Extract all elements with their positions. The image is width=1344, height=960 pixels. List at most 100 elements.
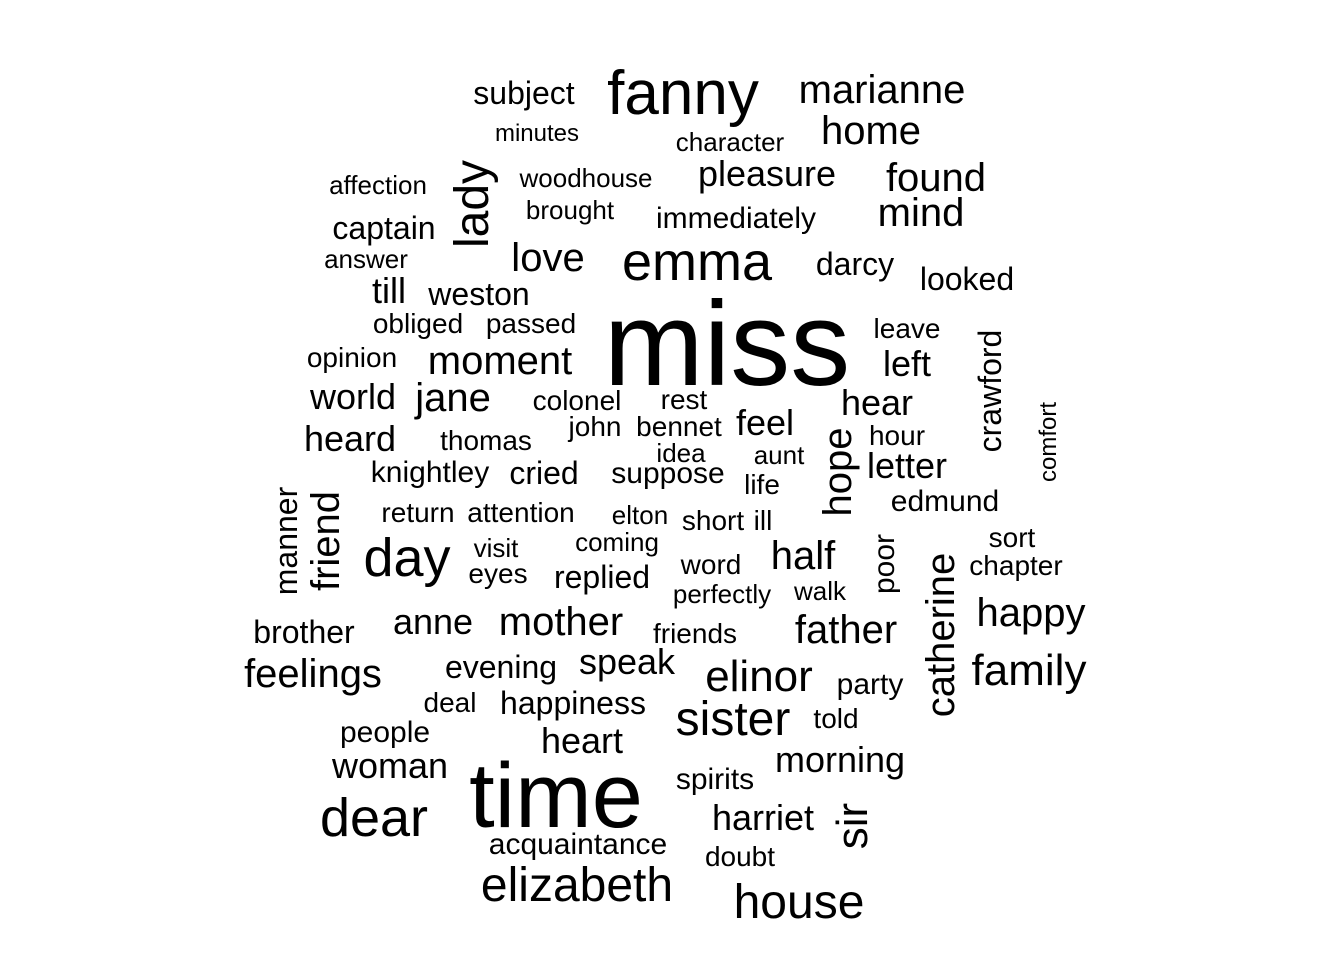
word-brother: brother xyxy=(253,614,355,650)
word-people: people xyxy=(339,716,431,749)
word-brought: brought xyxy=(525,195,615,225)
word-father: father xyxy=(794,608,898,652)
word-visit: visit xyxy=(473,533,519,563)
word-answer: answer xyxy=(324,244,408,274)
word-passed: passed xyxy=(485,308,577,339)
word-chapter: chapter xyxy=(969,550,1063,581)
word-opinion: opinion xyxy=(306,342,398,373)
word-weston: weston xyxy=(428,276,530,312)
word-subject: subject xyxy=(473,75,575,111)
word-anne: anne xyxy=(392,601,474,642)
word-comfort: comfort xyxy=(1035,401,1062,483)
word-feelings: feelings xyxy=(244,652,382,696)
word-love: love xyxy=(511,236,585,280)
word-home: home xyxy=(820,109,922,153)
word-sir: sir xyxy=(828,802,877,850)
word-friend: friend xyxy=(304,490,348,592)
word-rest: rest xyxy=(660,384,708,415)
word-captain: captain xyxy=(332,210,436,246)
word-hear: hear xyxy=(840,382,914,423)
word-marianne: marianne xyxy=(798,68,966,112)
word-sister: sister xyxy=(675,693,791,746)
word-life: life xyxy=(744,469,780,500)
word-heard: heard xyxy=(303,418,397,459)
word-happy: happy xyxy=(976,591,1086,635)
word-thomas: thomas xyxy=(440,425,532,456)
word-till: till xyxy=(372,270,406,311)
word-half: half xyxy=(770,534,836,578)
word-letter: letter xyxy=(866,445,948,486)
word-bennet: bennet xyxy=(636,411,722,442)
word-suppose: suppose xyxy=(611,457,725,490)
word-knightley: knightley xyxy=(370,456,490,489)
word-party: party xyxy=(836,668,904,701)
word-poor: poor xyxy=(868,533,901,595)
word-heart: heart xyxy=(540,720,624,761)
word-found: found xyxy=(885,156,987,200)
word-happiness: happiness xyxy=(500,685,646,721)
word-colonel: colonel xyxy=(532,385,622,416)
word-dear: dear xyxy=(319,788,429,848)
word-word: word xyxy=(680,549,742,580)
word-day: day xyxy=(363,528,451,588)
word-time: time xyxy=(469,745,643,847)
word-obliged: obliged xyxy=(372,308,464,339)
word-ill: ill xyxy=(753,505,773,536)
word-immediately: immediately xyxy=(655,202,817,235)
word-character: character xyxy=(675,127,785,157)
word-deal: deal xyxy=(423,687,477,718)
word-edmund: edmund xyxy=(890,485,1000,518)
word-told: told xyxy=(813,703,859,734)
word-crawford: crawford xyxy=(972,329,1008,453)
word-jane: jane xyxy=(415,376,491,420)
word-moment: moment xyxy=(427,339,573,383)
word-miss: miss xyxy=(603,277,851,411)
word-replied: replied xyxy=(553,559,651,595)
word-spirits: spirits xyxy=(675,763,755,796)
word-manner: manner xyxy=(268,486,304,596)
word-elizabeth: elizabeth xyxy=(480,859,674,912)
word-doubt: doubt xyxy=(704,841,776,872)
word-idea: idea xyxy=(656,438,706,468)
word-lady: lady xyxy=(446,159,499,249)
word-affection: affection xyxy=(329,170,427,200)
word-aunt: aunt xyxy=(753,440,805,470)
word-john: john xyxy=(568,411,622,442)
word-speak: speak xyxy=(578,641,676,682)
word-coming: coming xyxy=(575,527,659,557)
word-return: return xyxy=(381,497,455,528)
word-woman: woman xyxy=(331,745,449,786)
word-left: left xyxy=(882,343,932,384)
word-sort: sort xyxy=(988,522,1036,553)
word-house: house xyxy=(733,876,865,929)
word-mind: mind xyxy=(877,191,965,235)
word-harriet: harriet xyxy=(711,797,815,838)
word-fanny: fanny xyxy=(607,59,759,128)
word-feel: feel xyxy=(735,402,795,443)
word-evening: evening xyxy=(444,649,558,685)
word-minutes: minutes xyxy=(494,120,580,147)
word-leave: leave xyxy=(873,313,941,344)
word-eyes: eyes xyxy=(468,558,528,589)
word-darcy: darcy xyxy=(815,246,895,282)
word-friends: friends xyxy=(652,618,738,649)
word-catherine: catherine xyxy=(919,552,963,718)
word-woodhouse: woodhouse xyxy=(519,163,653,193)
word-hope: hope xyxy=(816,427,860,517)
word-world: world xyxy=(309,376,397,417)
word-attention: attention xyxy=(467,497,575,528)
word-perfectly: perfectly xyxy=(672,579,772,609)
word-acquaintance: acquaintance xyxy=(488,828,668,861)
word-mother: mother xyxy=(498,600,624,644)
word-looked: looked xyxy=(919,261,1015,297)
word-family: family xyxy=(971,646,1087,695)
word-emma: emma xyxy=(621,232,773,292)
word-morning: morning xyxy=(774,739,906,780)
word-cried: cried xyxy=(509,455,579,491)
word-hour: hour xyxy=(868,420,926,451)
word-elton: elton xyxy=(611,500,669,530)
word-short: short xyxy=(681,505,745,536)
word-elinor: elinor xyxy=(705,652,813,701)
word-pleasure: pleasure xyxy=(697,153,837,194)
